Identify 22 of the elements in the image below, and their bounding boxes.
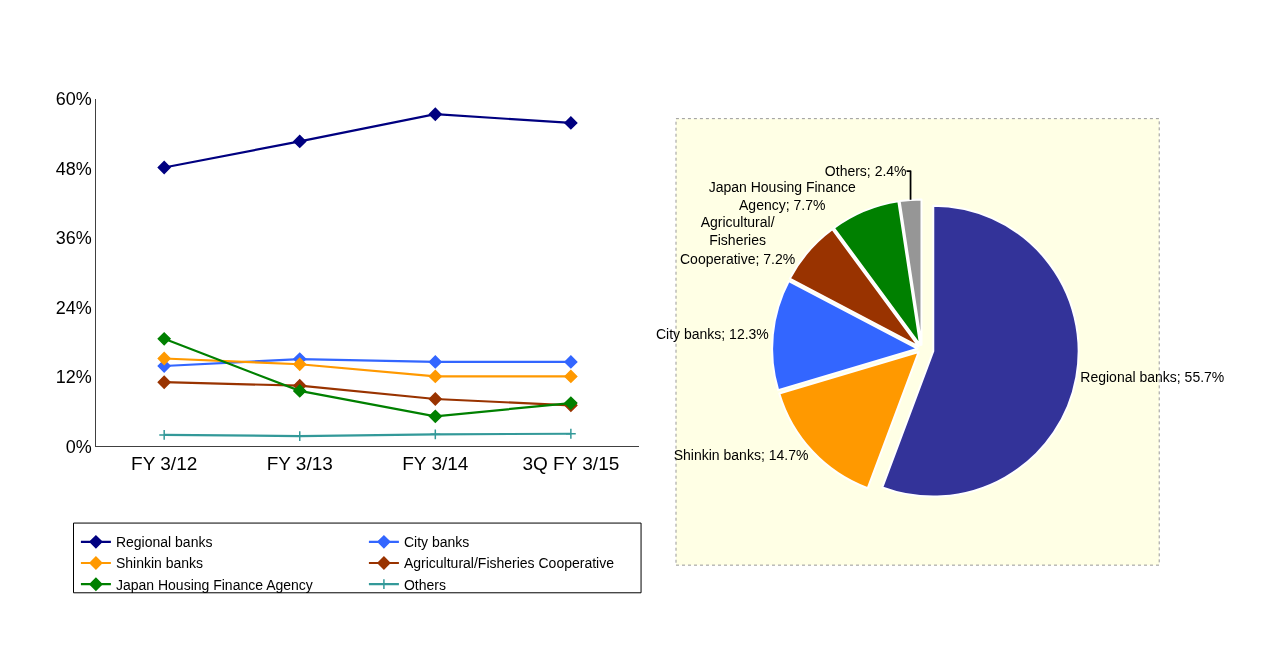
legend-label: Japan Housing Finance Agency — [115, 576, 313, 593]
y-tick-label: 48% — [55, 158, 92, 179]
x-tick-label: FY 3/12 — [131, 453, 198, 475]
legend-label: City banks — [403, 534, 470, 551]
slice-label: Agricultural/Fisheries Cooperative; 7.2% — [679, 214, 796, 267]
slice-label: Regional banks; 55.7% — [1080, 369, 1225, 386]
legend-label: Regional banks — [115, 534, 213, 551]
y-tick-label: 60% — [55, 89, 92, 110]
slice-label: Japan Housing Finance Agency; 7.7% — [708, 179, 856, 214]
legend-label: Others — [403, 576, 446, 593]
x-tick-label: FY 3/13 — [266, 453, 333, 475]
slice-label: Shinkin banks; 14.7% — [673, 447, 809, 463]
legend-label: Shinkin banks — [115, 555, 204, 572]
x-tick-label: 3Q FY 3/15 — [522, 453, 620, 475]
legend-label: Agricultural/Fisheries Cooperative — [403, 555, 615, 572]
y-tick-label: 36% — [55, 228, 92, 249]
y-tick-label: 12% — [55, 367, 92, 388]
y-tick-label: 24% — [55, 297, 92, 318]
x-tick-label: FY 3/14 — [402, 453, 469, 475]
slice-label: Others; 2.4% — [824, 163, 907, 180]
y-tick-label: 0% — [65, 436, 92, 457]
slice-label: City banks; 12.3% — [655, 326, 769, 343]
